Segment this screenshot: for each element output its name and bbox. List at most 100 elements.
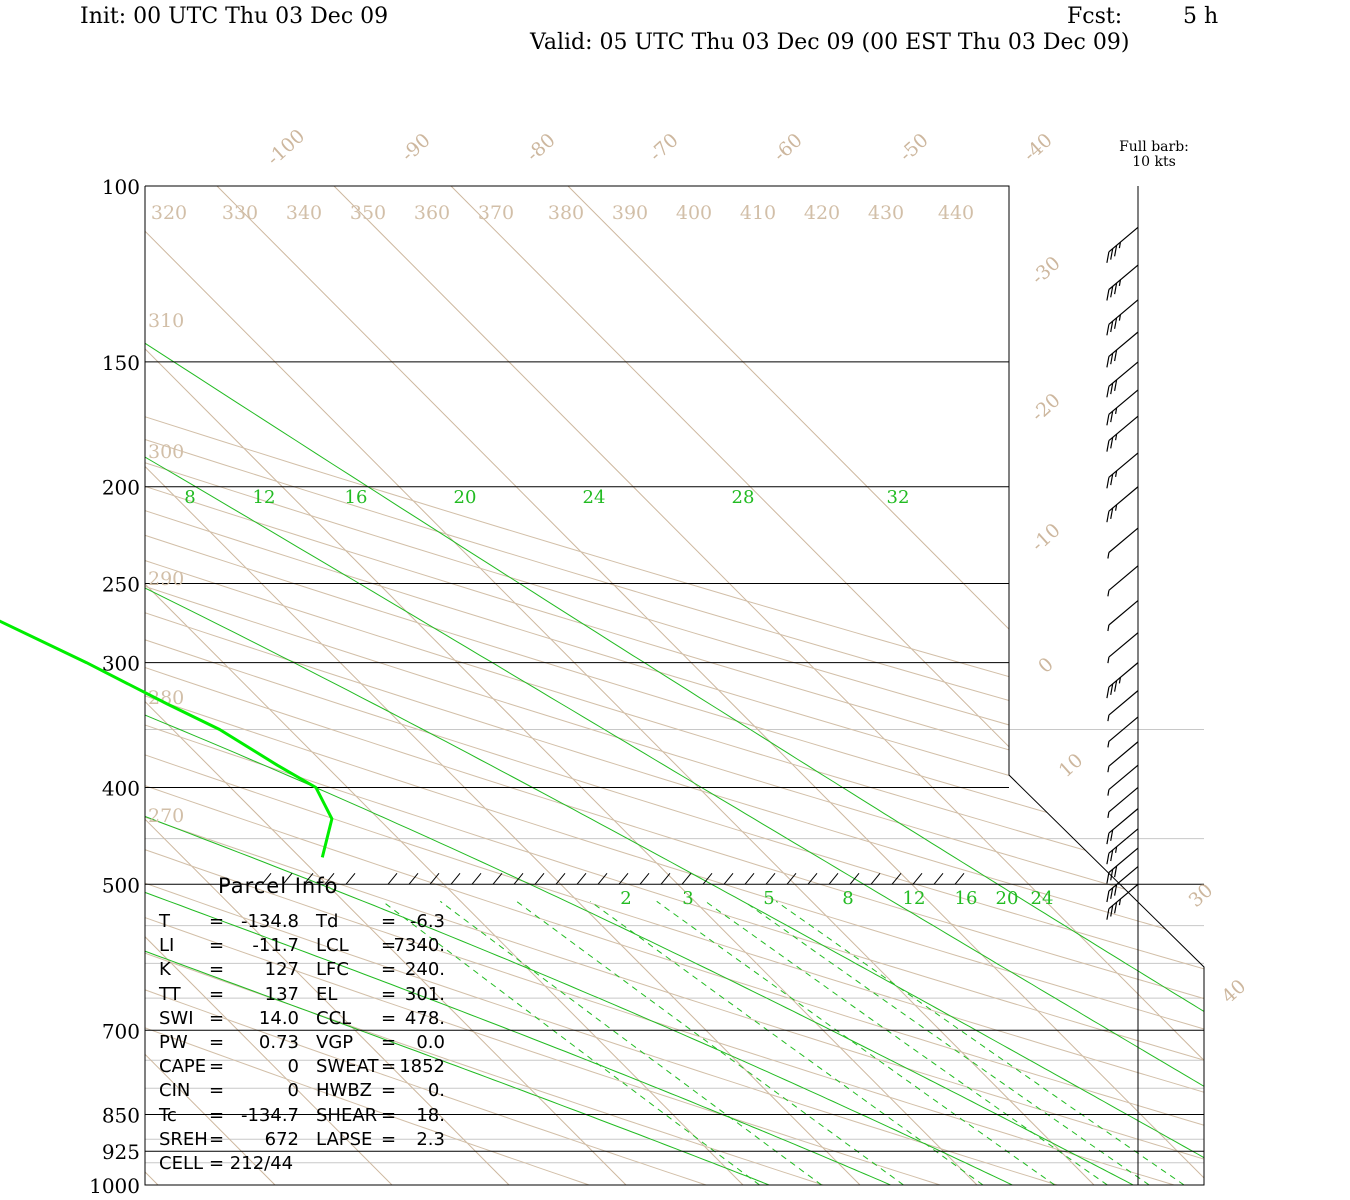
- wind-barb-half: [1118, 279, 1121, 286]
- mixing-ratio-line: [439, 900, 822, 1185]
- hatch-tick: [387, 872, 398, 885]
- wind-barb: [1106, 452, 1139, 489]
- profile-layer: [0, 619, 334, 858]
- wind-barb-flag: [1114, 884, 1118, 896]
- forecast-hour: 5 h: [1183, 4, 1219, 29]
- wind-barb-flag: [1110, 683, 1114, 696]
- mixing-ratio-label: 3: [682, 888, 693, 909]
- isotherm-label: -60: [769, 129, 806, 166]
- pressure-tick-label: 300: [102, 652, 140, 676]
- wind-barb-flag: [1106, 853, 1110, 865]
- parcel-info-row: SWI = 14.0 CCL = 478.: [159, 1008, 449, 1032]
- parcel-eq2: =: [381, 1056, 397, 1078]
- parcel-eq2: =: [381, 1128, 397, 1150]
- wind-barb-half: [1118, 242, 1121, 249]
- parcel-eq1: =: [209, 935, 225, 957]
- hatch-tick: [912, 872, 923, 885]
- parcel-k1: CELL: [159, 1153, 203, 1174]
- parcel-k2: SHEAR: [316, 1104, 378, 1126]
- wind-barb-half: [1115, 504, 1118, 511]
- isotherm-label: -40: [1019, 129, 1056, 166]
- isotherm-label: -100: [263, 125, 309, 170]
- parcel-v2: -6.3: [409, 911, 445, 932]
- pressure-tick-label: 700: [102, 1019, 140, 1043]
- parcel-k2: VGP: [316, 1032, 354, 1053]
- wind-barb-staff: [1108, 716, 1139, 742]
- wind-barb-flag: [1110, 829, 1114, 841]
- parcel-k2: SWEAT: [316, 1056, 379, 1078]
- wind-barb-flag: [1114, 680, 1118, 692]
- hatch-tick: [576, 872, 587, 885]
- isotherm-label: -20: [1027, 389, 1064, 426]
- parcel-eq1: =: [209, 911, 225, 932]
- hatch-tick: [807, 872, 818, 885]
- parcel-eq2: =: [381, 1032, 397, 1053]
- wind-barb: [1106, 299, 1139, 336]
- wind-barb: [1106, 415, 1139, 452]
- isotherm-line: [145, 186, 627, 1185]
- parcel-info-row: T = -134.8 Td = -6.3: [159, 911, 449, 935]
- wind-barb-flag: [1106, 477, 1110, 489]
- wind-barb-half: [1115, 846, 1118, 853]
- isotherm-line: [145, 186, 744, 1185]
- dry-adiabat-line: [145, 186, 941, 1185]
- wind-barb: [1106, 866, 1139, 903]
- parcel-info-row: PW = 0.73 VGP = 0.0: [159, 1032, 449, 1056]
- pressure-tick-label: 150: [102, 351, 140, 375]
- parcel-v1: 14.0: [258, 1007, 299, 1029]
- wind-barb-flag: [1106, 686, 1110, 699]
- isotherm-label: 40: [1218, 975, 1251, 1008]
- moist-adiabat-line: [145, 186, 823, 1185]
- moist-adiabat-line: [145, 186, 940, 1185]
- dry-adiabat-label: 340: [286, 202, 322, 224]
- hatch-tick: [513, 872, 524, 885]
- wind-barb-staff: [1108, 361, 1139, 387]
- wind-barb-half: [1107, 657, 1110, 664]
- isotherm-line: [216, 186, 1204, 1185]
- wind-barb-staff: [1108, 883, 1139, 910]
- isotherm-label: -30: [1027, 252, 1064, 289]
- mixing-ratio-label: 20: [996, 888, 1019, 909]
- wind-barb-flag: [1114, 865, 1118, 878]
- pressure-tick-label: 850: [102, 1103, 140, 1127]
- hatch-tick: [849, 872, 860, 885]
- pressure-tick-label: 1000: [89, 1174, 140, 1198]
- wind-barb-staff: [1108, 690, 1139, 716]
- isotherm-label: -90: [397, 129, 434, 166]
- dry-adiabat-label: 440: [938, 202, 974, 224]
- parcel-eq1: =: [209, 1007, 225, 1029]
- wind-barb: [1106, 361, 1139, 398]
- wind-barb-half: [1107, 624, 1110, 632]
- parcel-k2: LCL: [316, 935, 349, 957]
- wind-barb: [1106, 828, 1139, 865]
- parcel-k1: SREH: [159, 1128, 208, 1150]
- wind-barb-flag: [1114, 379, 1118, 392]
- wind-barb-half: [1118, 314, 1121, 321]
- wind-barb-flag: [1110, 437, 1114, 449]
- parcel-eq1: =: [209, 959, 225, 981]
- wind-barb-flag: [1106, 872, 1110, 884]
- wind-barb-flag: [1106, 386, 1110, 398]
- moist-adiabats-layer: [145, 186, 1204, 1185]
- dry-adiabat-label: 360: [414, 202, 450, 224]
- parcel-k2: HWBZ: [316, 1080, 373, 1102]
- parcel-v2: 0.0: [416, 1032, 445, 1053]
- wind-barb-flag: [1110, 473, 1114, 486]
- dry-adiabat-line: [145, 186, 1204, 1185]
- parcel-info-title: Parcel Info: [218, 874, 339, 898]
- wind-barb-half: [1107, 552, 1110, 559]
- dry-adiabat-line: [145, 186, 1204, 1185]
- isotherm-line: [0, 186, 41, 1185]
- parcel-eq2: =: [381, 983, 397, 1005]
- wind-barb-half: [1115, 407, 1118, 414]
- wind-barb-flag: [1114, 902, 1118, 914]
- parcel-k2: Td: [316, 911, 339, 932]
- hatch-tick: [870, 872, 881, 885]
- parcel-info-row: CIN = 0 HWBZ = 0.: [159, 1080, 449, 1104]
- moist-adiabat-line: [145, 186, 1174, 1185]
- wind-barb: [1107, 716, 1139, 748]
- parcel-v1: 0: [287, 1080, 299, 1102]
- pressure-tick-label: 200: [102, 476, 140, 500]
- hatch-tick: [408, 872, 419, 885]
- wind-barb-staff: [1108, 808, 1139, 834]
